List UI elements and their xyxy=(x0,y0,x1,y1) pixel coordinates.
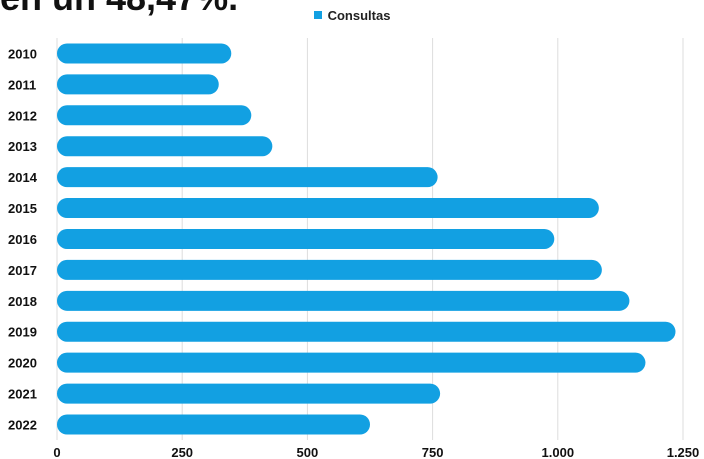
y-tick-label: 2011 xyxy=(8,77,36,92)
chart-legend: Consultas xyxy=(0,8,704,23)
y-tick-label: 2021 xyxy=(8,387,37,402)
y-tick-label: 2015 xyxy=(8,201,37,216)
bar-2012 xyxy=(57,105,252,126)
bar-2015 xyxy=(57,198,599,219)
bar-2021 xyxy=(57,383,441,404)
bar-2014 xyxy=(57,167,438,188)
bar-2019 xyxy=(57,321,676,342)
bar-2020 xyxy=(57,352,646,373)
legend-label: Consultas xyxy=(327,8,391,23)
bar-2018 xyxy=(57,290,630,311)
bar-2011 xyxy=(57,74,219,95)
x-tick-label: 250 xyxy=(171,445,193,459)
y-tick-label: 2016 xyxy=(8,232,37,247)
bar-2013 xyxy=(57,136,273,157)
y-tick-label: 2014 xyxy=(8,170,38,185)
y-tick-label: 2022 xyxy=(8,418,37,433)
y-tick-label: 2019 xyxy=(8,325,37,340)
x-tick-label: 750 xyxy=(422,445,444,459)
page-title-fragment: en un 48,47%. xyxy=(0,0,238,18)
y-tick-label: 2010 xyxy=(8,46,37,61)
y-tick-label: 2018 xyxy=(8,294,37,309)
bar-2016 xyxy=(57,228,555,249)
y-tick-label: 2017 xyxy=(8,263,37,278)
x-tick-label: 0 xyxy=(53,445,60,459)
x-tick-label: 1.250 xyxy=(667,445,700,459)
bar-2022 xyxy=(57,414,370,435)
legend-swatch xyxy=(313,11,322,19)
x-tick-label: 1.000 xyxy=(542,445,575,459)
y-tick-label: 2020 xyxy=(8,356,37,371)
bar-2010 xyxy=(57,43,232,64)
y-tick-label: 2013 xyxy=(8,139,37,154)
x-tick-label: 500 xyxy=(297,445,319,459)
bar-2017 xyxy=(57,259,602,280)
y-tick-label: 2012 xyxy=(8,108,37,123)
